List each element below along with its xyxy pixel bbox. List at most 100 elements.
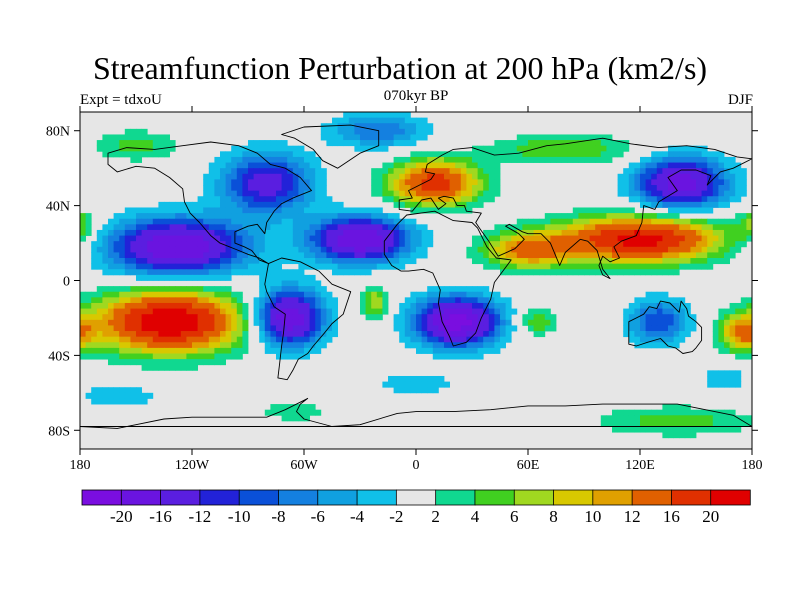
field-cell — [449, 302, 456, 309]
field-cell — [483, 286, 490, 293]
field-cell — [276, 162, 282, 169]
field-cell — [85, 302, 92, 309]
field-cell — [735, 308, 742, 315]
field-cell — [248, 207, 254, 214]
field-cell — [371, 246, 378, 253]
field-cell — [550, 229, 557, 236]
field-cell — [326, 263, 333, 270]
field-cell — [522, 252, 529, 259]
field-cell — [651, 168, 658, 175]
field-cell — [292, 241, 299, 248]
field-cell — [270, 229, 277, 236]
field-cell — [119, 134, 126, 141]
field-cell — [427, 201, 434, 208]
field-cell — [108, 302, 114, 309]
field-cell — [220, 224, 226, 231]
field-cell — [152, 286, 159, 293]
field-cell — [360, 218, 366, 225]
field-cell — [287, 291, 294, 298]
field-cell — [208, 190, 215, 197]
field-cell — [460, 185, 467, 192]
field-cell — [679, 319, 686, 326]
field-cell — [365, 308, 372, 315]
field-cell — [444, 291, 450, 298]
field-cell — [320, 190, 327, 197]
field-cell — [164, 224, 170, 231]
field-cell — [724, 375, 730, 382]
field-cell — [253, 314, 260, 321]
field-cell — [724, 218, 730, 225]
field-cell — [656, 252, 663, 259]
field-cell — [505, 145, 512, 152]
field-cell — [96, 347, 103, 354]
field-cell — [511, 269, 518, 276]
colorbar-swatch — [671, 489, 712, 506]
field-cell — [365, 235, 372, 242]
field-cell — [220, 246, 226, 253]
field-cell — [208, 325, 215, 332]
field-cell — [584, 134, 590, 141]
field-cell — [124, 207, 131, 214]
field-cell — [141, 302, 148, 309]
field-cell — [309, 201, 316, 208]
field-cell — [136, 325, 142, 332]
field-cell — [712, 370, 719, 377]
field-cell — [662, 269, 669, 276]
field-cell — [421, 319, 428, 326]
field-cell — [197, 258, 204, 265]
field-cell — [673, 420, 680, 427]
field-cell — [651, 162, 658, 169]
field-cell — [628, 179, 635, 186]
field-cell — [589, 263, 596, 270]
field-cell — [276, 353, 282, 360]
field-cell — [455, 190, 462, 197]
field-cell — [718, 229, 725, 236]
field-cell — [606, 207, 613, 214]
field-cell — [460, 162, 467, 169]
field-cell — [455, 162, 462, 169]
field-cell — [186, 291, 193, 298]
field-cell — [119, 246, 126, 253]
field-cell — [96, 336, 103, 343]
field-cell — [544, 140, 551, 147]
colorbar-swatch — [474, 489, 515, 506]
field-cell — [421, 308, 428, 315]
field-cell — [214, 274, 221, 281]
field-cell — [567, 145, 574, 152]
field-cell — [376, 173, 383, 180]
field-cell — [522, 241, 529, 248]
field-cell — [169, 319, 176, 326]
field-cell — [488, 297, 495, 304]
field-cell — [628, 269, 635, 276]
field-cell — [270, 246, 277, 253]
field-cell — [712, 218, 719, 225]
field-cell — [651, 297, 658, 304]
field-cell — [281, 246, 288, 253]
field-cell — [124, 246, 131, 253]
field-cell — [175, 269, 182, 276]
field-cell — [673, 319, 680, 326]
field-cell — [180, 364, 187, 371]
field-cell — [634, 258, 641, 265]
field-cell — [180, 336, 187, 343]
field-cell — [416, 207, 422, 214]
field-cell — [304, 302, 310, 309]
field-cell — [102, 134, 109, 141]
field-cell — [539, 269, 546, 276]
field-cell — [707, 168, 714, 175]
field-cell — [141, 246, 148, 253]
field-cell — [186, 235, 193, 242]
field-cell — [264, 179, 271, 186]
field-cell — [432, 196, 439, 203]
field-cell — [130, 297, 137, 304]
field-cell — [287, 207, 294, 214]
field-cell — [141, 241, 148, 248]
field-cell — [124, 331, 131, 338]
field-cell — [141, 269, 148, 276]
field-cell — [746, 347, 752, 354]
field-cell — [707, 415, 714, 422]
field-cell — [220, 291, 226, 298]
field-cell — [410, 190, 417, 197]
field-cell — [701, 241, 708, 248]
field-cell — [668, 162, 674, 169]
